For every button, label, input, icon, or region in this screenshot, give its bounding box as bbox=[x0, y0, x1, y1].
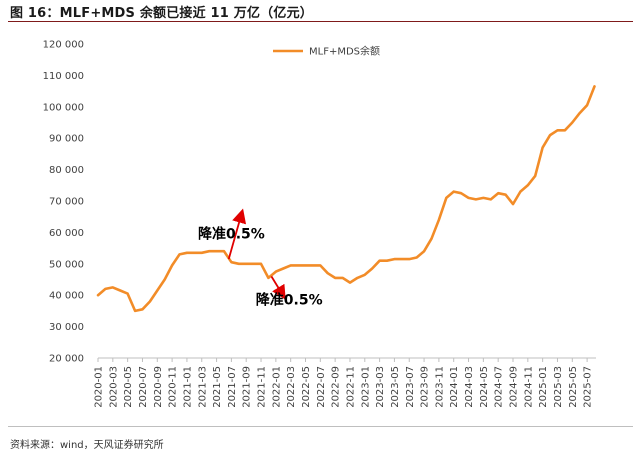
series-line bbox=[96, 85, 596, 313]
x-tick-label: 2020-11 bbox=[168, 366, 179, 408]
x-tick-label: 2022-05 bbox=[301, 366, 312, 408]
y-tick-label: 100 000 bbox=[43, 102, 84, 113]
plot-area: 20 000 30 000 40 000 50 000 60 000 70 000 80 0… bbox=[43, 40, 596, 408]
annotation-label: 降准0.5% bbox=[198, 226, 265, 243]
y-tick-label: 40 000 bbox=[49, 291, 84, 302]
source-divider bbox=[8, 426, 633, 427]
y-tick-label: 60 000 bbox=[49, 228, 84, 239]
x-tick-label: 2020-05 bbox=[123, 366, 134, 408]
x-tick-label: 2023-03 bbox=[375, 366, 386, 408]
title-divider bbox=[8, 21, 633, 22]
x-tick-label: 2024-03 bbox=[464, 366, 475, 408]
x-tick-label: 2023-05 bbox=[390, 366, 401, 408]
x-tick-label: 2023-09 bbox=[420, 366, 431, 408]
x-tick-label: 2022-09 bbox=[331, 366, 342, 408]
x-tick-label: 2025-01 bbox=[538, 366, 549, 408]
x-tick-label: 2021-01 bbox=[182, 366, 193, 408]
y-tick-label: 50 000 bbox=[49, 259, 84, 270]
annotation-arrow bbox=[270, 275, 286, 300]
legend-label: MLF+MDS余额 bbox=[309, 45, 380, 58]
x-tick-label: 2021-09 bbox=[242, 366, 253, 408]
y-tick-label: 70 000 bbox=[49, 197, 84, 208]
x-tick-label: 2024-09 bbox=[509, 366, 520, 408]
x-tick-label: 2020-07 bbox=[138, 366, 149, 408]
y-tick-label: 90 000 bbox=[49, 134, 84, 145]
x-tick-label: 2020-01 bbox=[94, 366, 105, 408]
x-tick-label: 2023-07 bbox=[405, 366, 416, 408]
x-tick-label: 2022-07 bbox=[316, 366, 327, 408]
y-tick-label: 20 000 bbox=[49, 354, 84, 365]
x-tick-label: 2021-03 bbox=[197, 366, 208, 408]
y-tick-label: 110 000 bbox=[43, 71, 84, 82]
x-tick-label: 2023-11 bbox=[434, 366, 445, 408]
x-tick-label: 2024-11 bbox=[523, 366, 534, 408]
x-tick-label: 2022-03 bbox=[286, 366, 297, 408]
y-tick-label: 80 000 bbox=[49, 165, 84, 176]
x-tick-label: 2025-03 bbox=[553, 366, 564, 408]
x-tick-label: 2024-01 bbox=[449, 366, 460, 408]
figure-title: 图 16：MLF+MDS 余额已接近 11 万亿（亿元） bbox=[10, 6, 313, 21]
x-tick-label: 2020-09 bbox=[153, 366, 164, 408]
x-tick-label: 2024-05 bbox=[479, 366, 490, 408]
x-tick-label: 2023-01 bbox=[360, 366, 371, 408]
x-tick-label: 2021-11 bbox=[257, 366, 268, 408]
x-tick-label: 2022-01 bbox=[271, 366, 282, 408]
x-tick-label: 2024-07 bbox=[494, 366, 505, 408]
y-tick-label: 30 000 bbox=[49, 322, 84, 333]
x-tick-label: 2021-07 bbox=[227, 366, 238, 408]
source-note: 资料来源：wind，天风证券研究所 bbox=[10, 440, 164, 451]
y-tick-label: 120 000 bbox=[43, 40, 84, 51]
x-tick-label: 2020-03 bbox=[108, 366, 119, 408]
annotation-arrow bbox=[227, 208, 247, 260]
x-tick-label: 2025-07 bbox=[583, 366, 594, 408]
x-tick-label: 2021-05 bbox=[212, 366, 223, 408]
x-tick-label: 2025-05 bbox=[568, 366, 579, 408]
x-tick-label: 2022-11 bbox=[345, 366, 356, 408]
annotation-label: 降准0.5% bbox=[256, 292, 323, 309]
